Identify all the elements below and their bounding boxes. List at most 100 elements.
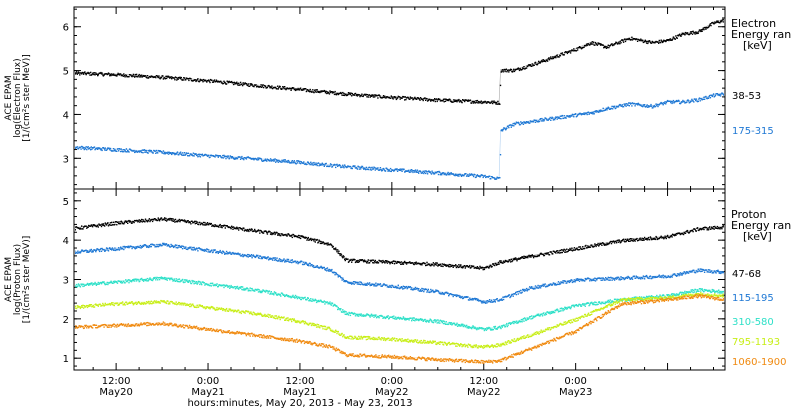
data-point	[120, 280, 122, 283]
data-point	[460, 174, 462, 176]
data-point	[515, 293, 518, 296]
data-point	[82, 146, 85, 149]
data-point	[606, 242, 608, 244]
data-point	[281, 233, 283, 235]
data-point	[339, 254, 341, 257]
data-point	[522, 257, 525, 259]
data-point	[642, 104, 645, 106]
data-point	[421, 98, 424, 100]
data-point	[362, 260, 364, 262]
data-point	[358, 166, 360, 168]
data-point	[54, 147, 55, 148]
data-point	[253, 230, 255, 232]
data-point	[236, 285, 239, 288]
data-point	[80, 148, 82, 150]
data-point	[703, 228, 705, 231]
data-point	[294, 260, 297, 262]
data-point	[27, 145, 28, 146]
data-point	[66, 253, 67, 254]
data-point	[43, 144, 44, 145]
data-point	[214, 224, 216, 226]
data-point	[123, 248, 125, 251]
data-point	[186, 152, 188, 155]
data-point	[228, 252, 230, 254]
data-point	[39, 286, 40, 287]
data-point	[425, 288, 428, 291]
data-point	[413, 287, 415, 290]
data-point	[289, 87, 292, 90]
data-point	[393, 263, 396, 265]
data-point	[217, 154, 219, 157]
data-point	[458, 296, 461, 298]
data-point	[158, 245, 161, 247]
data-point	[417, 289, 419, 291]
legend-entry: 175-315	[732, 126, 774, 137]
data-point	[643, 278, 646, 280]
data-point	[666, 276, 669, 278]
data-point	[205, 250, 207, 252]
data-point	[521, 291, 523, 293]
data-point	[383, 261, 385, 263]
data-point	[54, 230, 55, 231]
data-point	[50, 254, 51, 255]
data-point	[81, 249, 84, 251]
data-point	[685, 272, 687, 274]
data-point	[102, 147, 105, 149]
data-point	[379, 167, 382, 169]
data-point	[356, 281, 358, 284]
data-point	[161, 75, 163, 77]
data-point	[599, 110, 601, 113]
data-point	[645, 105, 648, 107]
series-115-195	[50, 242, 724, 304]
data-point	[401, 287, 403, 289]
data-point	[109, 247, 111, 249]
data-point	[160, 217, 163, 219]
data-point	[719, 93, 721, 96]
data-point	[505, 129, 507, 131]
data-point	[372, 262, 374, 264]
data-point	[57, 72, 58, 73]
data-point	[612, 241, 614, 243]
data-point	[703, 96, 705, 98]
data-point	[36, 285, 37, 286]
data-point	[88, 250, 91, 253]
data-point	[617, 277, 619, 279]
data-point	[674, 233, 676, 235]
data-point	[511, 260, 514, 262]
data-point	[306, 263, 308, 266]
data-point	[617, 239, 619, 242]
data-point	[519, 292, 521, 294]
series-trend-line	[75, 93, 724, 179]
data-point	[458, 264, 460, 266]
data-point	[643, 236, 646, 239]
data-point	[112, 150, 114, 152]
data-point	[370, 95, 373, 97]
data-point	[336, 163, 338, 166]
data-point	[529, 286, 531, 288]
data-point	[97, 74, 99, 77]
data-point	[348, 93, 350, 95]
data-point	[132, 73, 135, 76]
data-point	[495, 178, 498, 180]
data-point	[296, 261, 298, 264]
data-point	[698, 270, 701, 272]
data-point	[672, 233, 674, 235]
data-point	[619, 277, 621, 280]
data-point	[142, 149, 145, 151]
data-point	[100, 281, 102, 284]
data-point	[70, 287, 71, 288]
data-point	[298, 237, 301, 239]
data-point	[187, 155, 189, 157]
data-point	[359, 281, 361, 283]
data-point	[322, 241, 325, 244]
data-point	[278, 234, 280, 236]
data-point	[215, 79, 218, 81]
data-point	[478, 101, 480, 103]
data-point	[481, 300, 484, 302]
data-point	[670, 101, 672, 104]
data-point	[128, 219, 130, 222]
data-point	[72, 72, 73, 73]
data-point	[331, 244, 333, 247]
data-point	[44, 146, 45, 147]
data-point	[236, 226, 238, 228]
